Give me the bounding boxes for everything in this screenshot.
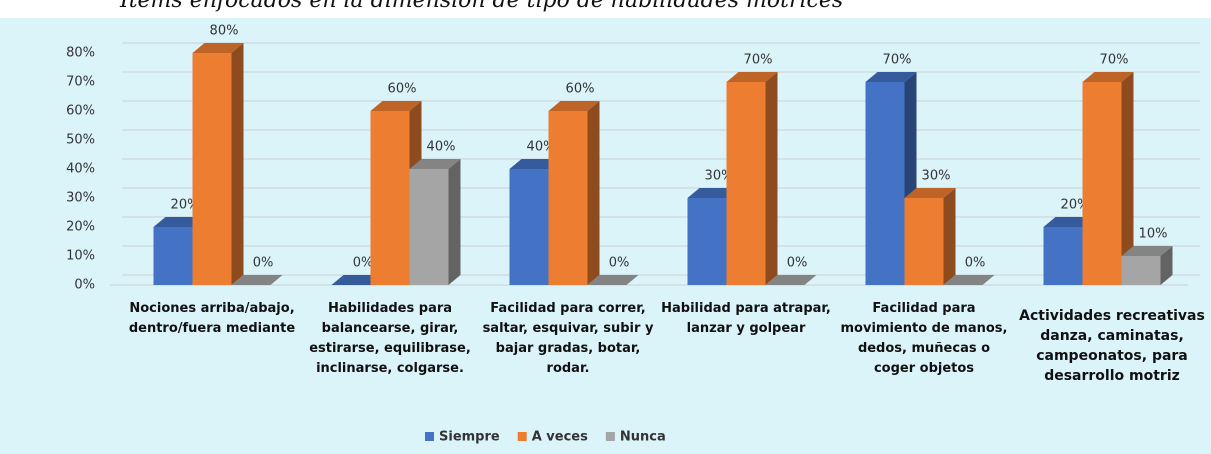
bar-top (331, 275, 383, 285)
data-label: 80% (210, 24, 239, 39)
legend-swatch (517, 432, 527, 441)
bar (370, 111, 410, 285)
y-tick-label: 0% (74, 278, 95, 293)
bar-side (1160, 246, 1173, 285)
data-label: 40% (527, 140, 556, 155)
bar-top (192, 43, 244, 53)
bar (1082, 82, 1122, 285)
bar-top (548, 101, 600, 111)
x-tick-label: Actividades recreativas danza, caminatas… (1019, 308, 1205, 384)
bar-top (726, 72, 778, 82)
y-tick-label: 70% (66, 75, 95, 90)
y-tick-label: 80% (66, 46, 95, 61)
data-label: 0% (787, 256, 808, 271)
data-label: 60% (566, 82, 595, 97)
bar-top (153, 217, 205, 227)
bar-side (1121, 72, 1134, 285)
data-label: 20% (1061, 198, 1090, 213)
x-tick-label: Habilidad para atrapar, lanzar y golpear (661, 301, 831, 336)
bar-top (231, 275, 283, 285)
data-label: 0% (353, 256, 374, 271)
bar (904, 198, 944, 285)
y-tick-label: 10% (66, 249, 95, 264)
bar (409, 169, 449, 285)
bar-top (1082, 72, 1134, 82)
bar (726, 82, 766, 285)
data-label: 70% (883, 53, 912, 68)
bar-side (943, 188, 956, 285)
bar (687, 198, 727, 285)
data-label: 10% (1139, 227, 1168, 242)
data-label: 30% (705, 169, 734, 184)
x-tick-label: Facilidad para movimiento de manos, dedo… (840, 301, 1008, 376)
data-label: 20% (171, 198, 200, 213)
bar-top (370, 101, 422, 111)
y-tick-label: 50% (66, 133, 95, 148)
bar-side (231, 43, 244, 285)
data-label: 70% (1100, 53, 1129, 68)
y-tick-label: 60% (66, 104, 95, 119)
chart-title: Ítems enfocados en la dimensión de tipo … (120, 0, 844, 13)
y-tick-label: 30% (66, 191, 95, 206)
data-label: 0% (609, 256, 630, 271)
bar-top (409, 159, 461, 169)
legend-label: A veces (532, 430, 588, 445)
data-label: 70% (744, 53, 773, 68)
bar-side (765, 72, 778, 285)
bar-side (587, 101, 600, 285)
bar-top (765, 275, 817, 285)
y-tick-label: 20% (66, 220, 95, 235)
bar (153, 227, 193, 285)
data-label: 0% (965, 256, 986, 271)
data-label: 60% (388, 82, 417, 97)
bar (865, 82, 905, 285)
data-label: 40% (427, 140, 456, 155)
legend-swatch (425, 432, 434, 441)
bar (1121, 256, 1161, 285)
bar-top (865, 72, 917, 82)
bar (192, 53, 232, 285)
y-tick-label: 40% (66, 162, 95, 177)
bar-top (1043, 217, 1095, 227)
x-tick-label: Nociones arriba/abajo, dentro/fuera medi… (128, 301, 296, 336)
data-label: 30% (922, 169, 951, 184)
legend-label: Siempre (439, 430, 500, 445)
x-tick-label: Facilidad para correr, saltar, esquivar,… (482, 301, 654, 376)
bar-top (687, 188, 739, 198)
bar-top (587, 275, 639, 285)
bar (1043, 227, 1083, 285)
bar-top (1121, 246, 1173, 256)
bar-top (509, 159, 561, 169)
bar-top (904, 188, 956, 198)
legend-label: Nunca (620, 430, 666, 445)
data-label: 0% (253, 256, 274, 271)
legend-swatch (605, 432, 615, 441)
bar-top (943, 275, 995, 285)
bar (509, 169, 549, 285)
bar-side (448, 159, 461, 285)
x-tick-label: Habilidades para balancearse, girar, est… (309, 301, 471, 376)
bar (548, 111, 588, 285)
